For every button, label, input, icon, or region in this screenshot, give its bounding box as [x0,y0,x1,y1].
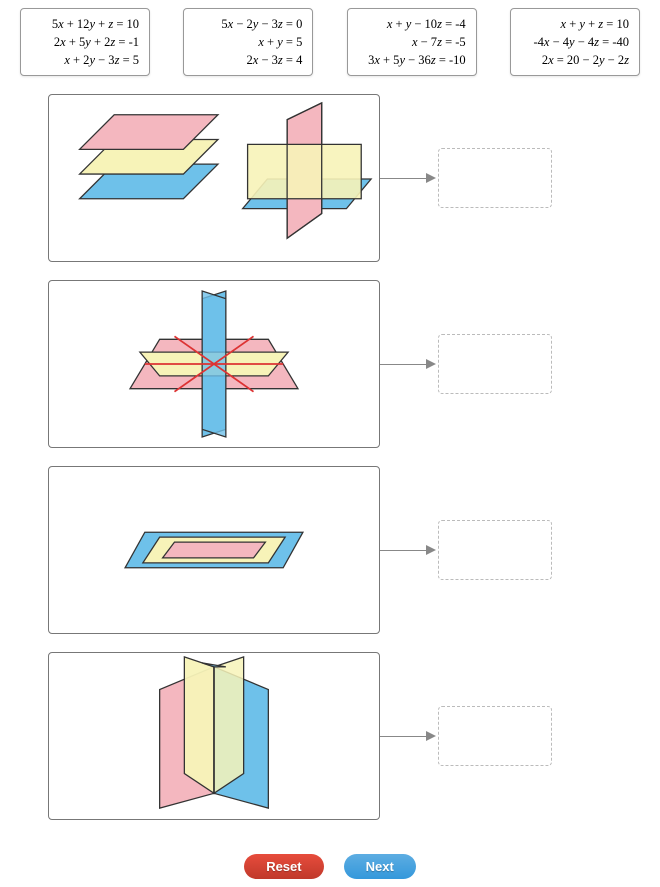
equation-tile-2[interactable]: 5x − 2y − 3z = 0 x + y = 5 2x − 3z = 4 [183,8,313,76]
match-row-3 [48,466,660,634]
eq: x − 7z = -5 [358,33,466,51]
diagram-card-common-line [48,652,380,820]
drop-zone-1[interactable] [438,148,552,208]
drop-zone-4[interactable] [438,706,552,766]
eq: x + y − 10z = -4 [358,15,466,33]
equation-tiles: 5x + 12y + z = 10 2x + 5y + 2z = -1 x + … [0,0,660,88]
planes-icon [49,281,379,447]
arrow-icon [380,549,436,551]
eq: x + y = 5 [194,33,302,51]
planes-icon [49,467,379,633]
drop-zone-2[interactable] [438,334,552,394]
drop-zone-3[interactable] [438,520,552,580]
eq: 5x − 2y − 3z = 0 [194,15,302,33]
match-row-2 [48,280,660,448]
equation-tile-1[interactable]: 5x + 12y + z = 10 2x + 5y + 2z = -1 x + … [20,8,150,76]
arrow-icon [380,363,436,365]
planes-icon [49,95,379,261]
match-row-4 [48,652,660,820]
equation-tile-3[interactable]: x + y − 10z = -4 x − 7z = -5 3x + 5y − 3… [347,8,477,76]
equation-tile-4[interactable]: x + y + z = 10 -4x − 4y − 4z = -40 2x = … [510,8,640,76]
matching-rows [0,88,660,820]
next-button[interactable]: Next [344,854,416,879]
diagram-card-coincident [48,466,380,634]
eq: 5x + 12y + z = 10 [31,15,139,33]
diagram-card-parallel-and-triple [48,94,380,262]
eq: 2x + 5y + 2z = -1 [31,33,139,51]
eq: 2x − 3z = 4 [194,51,302,69]
arrow-icon [380,177,436,179]
diagram-card-point-intersection [48,280,380,448]
button-bar: Reset Next [0,854,660,879]
planes-icon [49,653,379,819]
eq: 3x + 5y − 36z = -10 [358,51,466,69]
eq: -4x − 4y − 4z = -40 [521,33,629,51]
eq: 2x = 20 − 2y − 2z [521,51,629,69]
reset-button[interactable]: Reset [244,854,323,879]
eq: x + y + z = 10 [521,15,629,33]
match-row-1 [48,94,660,262]
eq: x + 2y − 3z = 5 [31,51,139,69]
arrow-icon [380,735,436,737]
